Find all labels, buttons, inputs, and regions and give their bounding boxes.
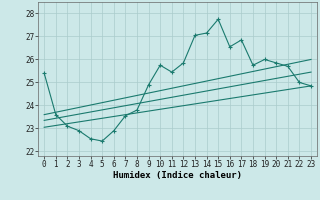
X-axis label: Humidex (Indice chaleur): Humidex (Indice chaleur) [113,171,242,180]
